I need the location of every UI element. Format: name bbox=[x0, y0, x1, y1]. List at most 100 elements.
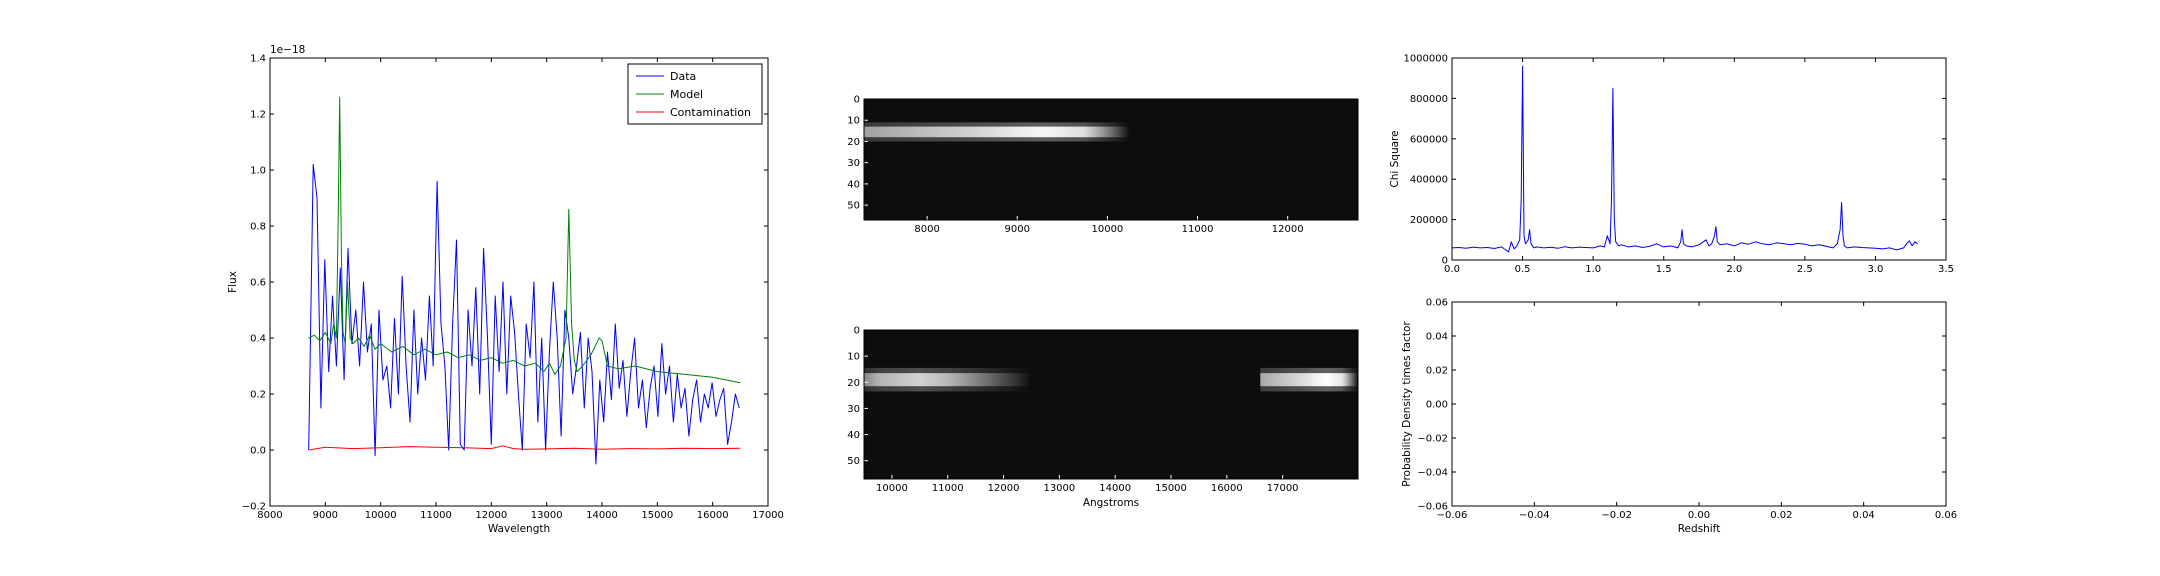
top-image-ytick-label: 10 bbox=[847, 116, 860, 127]
spectrum-ytick-label: 0.0 bbox=[250, 446, 266, 457]
top-image-trace bbox=[864, 126, 1130, 138]
legend-label-model: Model bbox=[670, 88, 703, 101]
bottom-image-trace bbox=[1260, 373, 1358, 387]
legend-label-data: Data bbox=[670, 70, 696, 83]
pdf-xtick-label: 0.00 bbox=[1688, 510, 1710, 521]
pdf-ytick-label: −0.02 bbox=[1417, 434, 1448, 445]
chi-xtick-label: 0.5 bbox=[1515, 264, 1531, 275]
spectrum-xtick-label: 11000 bbox=[420, 510, 452, 521]
chi-xtick-label: 2.0 bbox=[1726, 264, 1742, 275]
spectrum-xtick-label: 17000 bbox=[752, 510, 784, 521]
series-data-line bbox=[308, 163, 740, 465]
spectrum-ytick-label: −0.2 bbox=[242, 502, 266, 513]
spectrum-xtick-label: 9000 bbox=[313, 510, 338, 521]
top-image-xtick-label: 8000 bbox=[914, 224, 939, 235]
chi-square-background bbox=[1452, 58, 1946, 260]
chi-square-frame bbox=[1451, 57, 1947, 261]
redshift-pdf-background bbox=[1452, 302, 1946, 506]
top-image-xtick-label: 11000 bbox=[1182, 224, 1214, 235]
spectrum-xlabel: Wavelength bbox=[488, 523, 550, 535]
pdf-xtick-label: 0.04 bbox=[1853, 510, 1875, 521]
chi-xtick-label: 0.0 bbox=[1444, 264, 1460, 275]
pdf-xtick-label: 0.06 bbox=[1935, 510, 1957, 521]
top-2d-spectrum: 8000 9000 10000 11000 12000 0 10 20 30 40 50 bbox=[847, 95, 1359, 235]
bottom-image-xtick-label: 11000 bbox=[932, 483, 964, 494]
chi-ytick-label: 0 bbox=[1442, 256, 1448, 267]
top-image-xtick-label: 12000 bbox=[1272, 224, 1304, 235]
chi-square-ylabel: Chi Square bbox=[1389, 130, 1401, 187]
bottom-2d-spectrum-frame bbox=[863, 329, 1359, 480]
spectrum-xtick-label: 16000 bbox=[697, 510, 729, 521]
top-image-ytick-label: 40 bbox=[847, 179, 860, 190]
pdf-xtick-label: −0.04 bbox=[1519, 510, 1550, 521]
chi-xtick-label: 1.5 bbox=[1656, 264, 1672, 275]
spectrum-ytick-label: 1.2 bbox=[250, 110, 266, 121]
bottom-image-xtick-label: 13000 bbox=[1043, 483, 1075, 494]
spectrum-plot-frame bbox=[269, 57, 769, 507]
chi-ytick-label: 600000 bbox=[1410, 134, 1448, 145]
top-2d-spectrum-image bbox=[864, 99, 1358, 220]
spectrum-ytick-label: 1.0 bbox=[250, 166, 266, 177]
spectrum-plot: 8000 9000 10000 11000 12000 13000 14000 15000 16… bbox=[227, 44, 784, 535]
bottom-image-ytick-label: 30 bbox=[847, 404, 860, 415]
spectrum-xtick-label: 12000 bbox=[475, 510, 507, 521]
top-image-xtick-label: 9000 bbox=[1005, 224, 1030, 235]
bottom-image-ytick-label: 50 bbox=[847, 456, 860, 467]
pdf-xtick-label: −0.02 bbox=[1601, 510, 1632, 521]
spectrum-legend: Data Model Contamination bbox=[627, 63, 763, 125]
spectrum-xtick-label: 8000 bbox=[257, 510, 282, 521]
bottom-image-xtick-label: 17000 bbox=[1267, 483, 1299, 494]
spectrum-ytick-label: 0.4 bbox=[250, 334, 266, 345]
top-image-ytick-label: 0 bbox=[854, 95, 860, 106]
series-model-line bbox=[308, 96, 741, 384]
top-2d-spectrum-frame bbox=[863, 98, 1359, 221]
bottom-image-ytick-label: 0 bbox=[854, 326, 860, 337]
spectrum-ytick-label: 1.4 bbox=[250, 54, 266, 65]
spectrum-ytick-label: 0.6 bbox=[250, 278, 266, 289]
top-image-ytick-label: 50 bbox=[847, 201, 860, 212]
pdf-ylabel: Probability Density times factor bbox=[1401, 321, 1413, 487]
bottom-image-ytick-label: 20 bbox=[847, 378, 860, 389]
redshift-pdf-plot: −0.06 −0.04 −0.02 0.00 0.02 0.04 0.06 −0.06 −0.0… bbox=[1401, 298, 1957, 536]
bottom-2d-spectrum: 10000 11000 12000 13000 14000 15000 16000 17000… bbox=[847, 326, 1359, 509]
chi-xtick-label: 3.5 bbox=[1938, 264, 1954, 275]
pdf-ytick-label: 0.04 bbox=[1426, 332, 1448, 343]
pdf-xtick-label: 0.02 bbox=[1770, 510, 1792, 521]
pdf-ytick-label: 0.02 bbox=[1426, 366, 1448, 377]
bottom-image-xtick-label: 10000 bbox=[876, 483, 908, 494]
spectrum-plot-background bbox=[270, 58, 768, 506]
spectrum-xtick-label: 10000 bbox=[365, 510, 397, 521]
pdf-ytick-label: 0.00 bbox=[1426, 400, 1448, 411]
bottom-image-ytick-label: 40 bbox=[847, 430, 860, 441]
top-image-xtick-label: 10000 bbox=[1091, 224, 1123, 235]
pdf-ytick-label: −0.06 bbox=[1417, 502, 1448, 513]
bottom-image-xtick-label: 16000 bbox=[1211, 483, 1243, 494]
chi-ytick-label: 200000 bbox=[1410, 215, 1448, 226]
flux-offset-text: 1e−18 bbox=[270, 44, 305, 56]
pdf-ytick-label: −0.04 bbox=[1417, 468, 1448, 479]
chi-square-line bbox=[1452, 65, 1919, 253]
spectrum-ytick-label: 0.2 bbox=[250, 390, 266, 401]
chi-xtick-label: 2.5 bbox=[1797, 264, 1813, 275]
spectrum-ylabel: Flux bbox=[227, 271, 239, 293]
chi-xtick-label: 1.0 bbox=[1585, 264, 1601, 275]
chi-ytick-label: 800000 bbox=[1410, 94, 1448, 105]
bottom-2d-spectrum-image bbox=[864, 330, 1358, 479]
bottom-image-xtick-label: 14000 bbox=[1099, 483, 1131, 494]
bottom-image-xtick-label: 12000 bbox=[988, 483, 1020, 494]
legend-label-contamination: Contamination bbox=[670, 106, 751, 119]
bottom-image-xtick-label: 15000 bbox=[1155, 483, 1187, 494]
chi-xtick-label: 3.0 bbox=[1867, 264, 1883, 275]
spectrum-xtick-label: 13000 bbox=[531, 510, 563, 521]
spectrum-xtick-label: 15000 bbox=[641, 510, 673, 521]
chi-square-plot: 0.0 0.5 1.0 1.5 2.0 2.5 3.0 3.5 0 200000 400000 600… bbox=[1389, 54, 1954, 276]
redshift-xlabel: Redshift bbox=[1678, 523, 1721, 535]
chi-ytick-label: 400000 bbox=[1410, 175, 1448, 186]
top-image-ytick-label: 20 bbox=[847, 137, 860, 148]
bottom-image-ytick-label: 10 bbox=[847, 352, 860, 363]
bottom-image-trace bbox=[864, 373, 1032, 387]
angstroms-xlabel: Angstroms bbox=[1083, 497, 1139, 509]
pdf-ytick-label: 0.06 bbox=[1426, 298, 1448, 309]
top-image-ytick-label: 30 bbox=[847, 158, 860, 169]
